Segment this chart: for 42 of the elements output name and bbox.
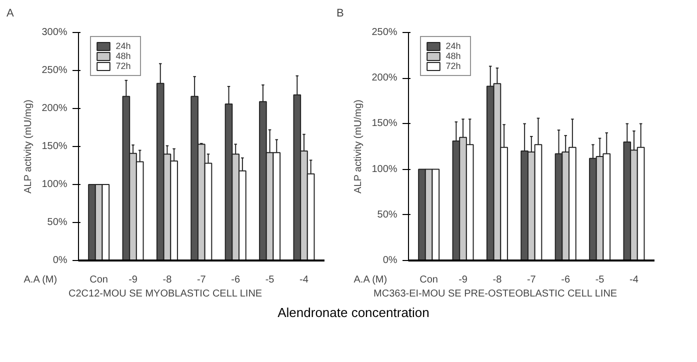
x-tick-label: -5 (265, 274, 275, 286)
chart-title: A (6, 8, 14, 20)
legend-label: 72h (446, 61, 462, 71)
y-tick-label: 200% (372, 72, 398, 84)
y-tick-label: 100% (372, 164, 398, 175)
x-tick-label: -9 (128, 274, 138, 286)
x-axis-title: MC363-EI-MOU SE PRE-OSTEOBLASTIC CELL LINE (374, 288, 618, 300)
x-tick-label: -4 (300, 274, 309, 286)
x-tick-label: -6 (231, 274, 240, 286)
text: Alendronate concentration (278, 304, 430, 322)
y-tick-label: 250% (42, 65, 68, 76)
x-tick-label: -8 (162, 274, 172, 286)
legend-label: 24h (116, 41, 132, 51)
y-tick-label: 250% (372, 27, 398, 38)
legend-label: 48h (446, 51, 462, 61)
x-tick-label: -5 (595, 274, 605, 286)
x-tick-label: -9 (458, 274, 468, 286)
x-tick-label: -7 (196, 274, 206, 286)
x-tick-label: -8 (492, 274, 502, 286)
y-axis-title: ALP activity (mU/mg) (352, 100, 364, 194)
y-tick-label: 150% (372, 118, 398, 130)
x-tick-label: -4 (630, 274, 639, 286)
legend-label: 48h (116, 51, 132, 61)
y-tick-label: 0% (52, 255, 68, 266)
legend-label: 72h (116, 61, 132, 71)
legend-label: 24h (446, 41, 462, 51)
y-tick-label: 150% (42, 141, 68, 152)
x-tick-label: Con (420, 274, 438, 286)
x-tick-label: -7 (526, 274, 536, 286)
y-tick-label: 300% (42, 27, 68, 38)
x-tick-label: Con (90, 274, 108, 286)
y-tick-label: 100% (42, 179, 68, 190)
chart-title: B (336, 8, 344, 20)
text: A.A (M) (354, 274, 388, 286)
y-tick-label: 0% (382, 255, 398, 266)
y-tick-label: 50% (377, 209, 398, 220)
x-tick-label: -6 (561, 274, 570, 286)
x-axis-title: C2C12-MOU SE MYOBLASTIC CELL LINE (68, 288, 262, 300)
text: A.A (M) (24, 274, 58, 286)
y-tick-label: 50% (47, 217, 68, 228)
y-tick-label: 200% (42, 103, 68, 114)
y-axis-title: ALP activity (mU/mg) (22, 100, 34, 194)
